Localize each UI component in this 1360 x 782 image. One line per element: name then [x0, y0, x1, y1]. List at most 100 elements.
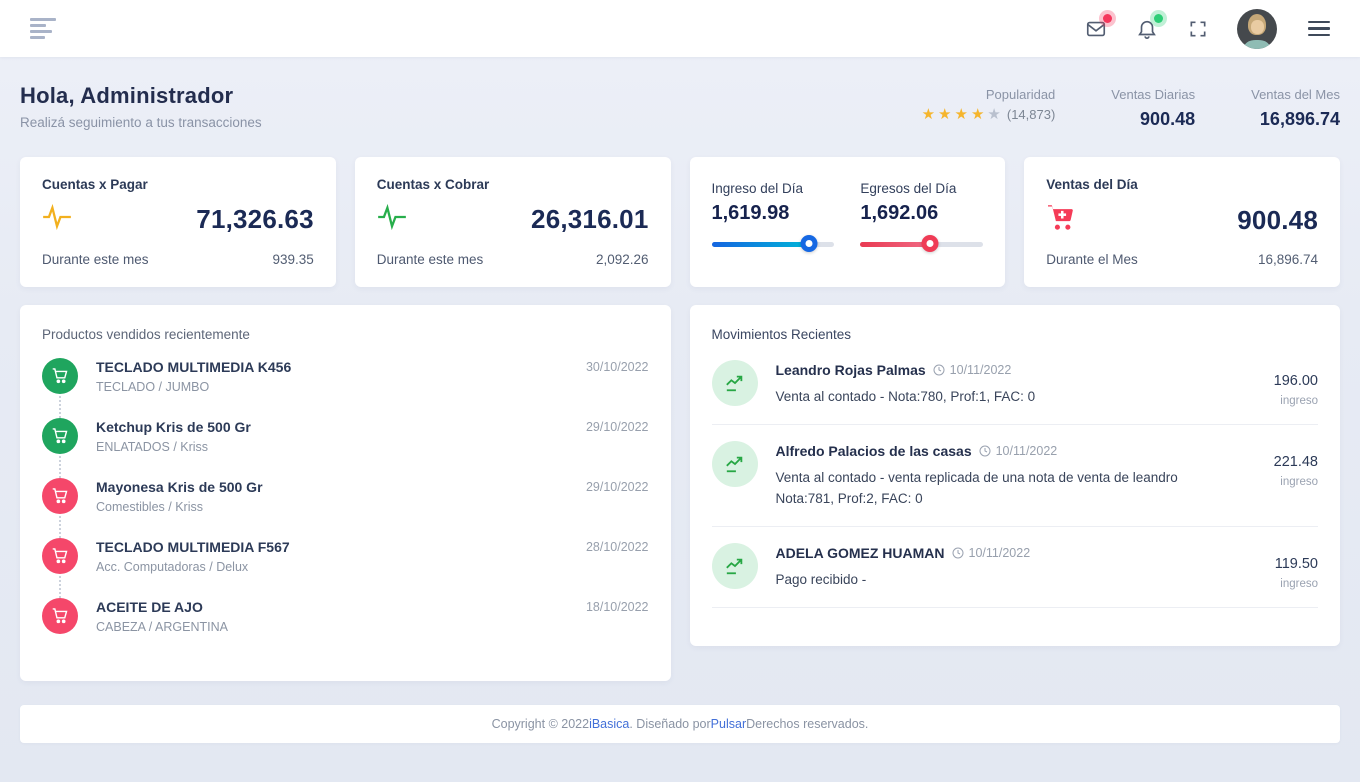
footer-middle-text: . Diseñado por	[629, 717, 711, 731]
popularity-stat: Popularidad ★ ★ ★ ★ ★ (14,873)	[922, 87, 1056, 122]
clock-icon	[979, 445, 991, 457]
page-subtitle: Realizá seguimiento a tus transacciones	[20, 115, 262, 130]
mail-icon[interactable]	[1084, 13, 1112, 41]
product-list-item[interactable]: ACEITE DE AJO CABEZA / ARGENTINA 18/10/2…	[42, 598, 649, 634]
card-title: Ventas del Día	[1046, 177, 1138, 192]
trending-up-icon	[711, 360, 758, 406]
expenses-flow: Egresos del Día 1,692.06	[860, 177, 984, 267]
product-list-item[interactable]: Ketchup Kris de 500 Gr ENLATADOS / Kriss…	[42, 418, 649, 478]
star-empty-icon[interactable]: ★	[987, 106, 1001, 123]
products-panel-title: Productos vendidos recientemente	[42, 327, 250, 342]
popularity-label: Popularidad	[985, 87, 1056, 102]
greeting-block: Hola, Administrador Realizá seguimiento …	[20, 83, 262, 130]
product-name: TECLADO MULTIMEDIA K456	[96, 359, 292, 375]
movement-amount: 221.48	[1273, 453, 1318, 470]
movement-name: ADELA GOMEZ HUAMAN	[775, 544, 945, 561]
product-name: TECLADO MULTIMEDIA F567	[96, 539, 290, 555]
footer-suffix-text: Derechos reservados.	[746, 717, 869, 731]
movement-date: 10/11/2022	[933, 363, 1011, 377]
page-footer: Copyright © 2022 iBasica . Diseñado por …	[20, 705, 1340, 743]
brand-link[interactable]: iBasica	[589, 717, 630, 731]
rating-count: (14,873)	[1006, 107, 1056, 122]
cart-icon	[42, 418, 78, 454]
activity-pulse-icon	[42, 203, 72, 235]
fullscreen-icon[interactable]	[1186, 17, 1210, 41]
movements-panel-title: Movimientos Recientes	[711, 327, 852, 342]
bell-badge	[1154, 13, 1163, 23]
card-value: 900.48	[1237, 205, 1318, 235]
cart-icon	[42, 478, 78, 514]
product-date: 29/10/2022	[585, 480, 649, 494]
recent-movements-panel: Movimientos Recientes Leandro Rojas Palm…	[689, 305, 1340, 646]
card-cuentas-pagar: Cuentas x Pagar 71,326.63 Durante este m…	[20, 157, 336, 287]
card-day-flows: Ingreso del Día 1,619.98 Egresos del Día…	[689, 157, 1006, 287]
trending-up-icon	[711, 440, 758, 487]
expenses-label: Egresos del Día	[860, 181, 957, 196]
period-value: 939.35	[272, 252, 314, 267]
header-stats: Popularidad ★ ★ ★ ★ ★ (14,873) Ventas Diarias…	[922, 83, 1340, 130]
movement-amount-block: 196.00 ingreso	[1222, 360, 1318, 407]
product-category: Acc. Computadoras / Delux	[96, 560, 249, 574]
movement-date: 10/11/2022	[979, 444, 1057, 458]
star-filled-icon[interactable]: ★	[921, 106, 936, 123]
product-list-item[interactable]: TECLADO MULTIMEDIA K456 TECLADO / JUMBO …	[42, 358, 649, 418]
main-content: Hola, Administrador Realizá seguimiento …	[0, 57, 1360, 743]
product-list-item[interactable]: Mayonesa Kris de 500 Gr Comestibles / Kr…	[42, 478, 649, 538]
topbar	[0, 0, 1360, 57]
topbar-actions	[1084, 8, 1334, 49]
star-filled-icon[interactable]: ★	[954, 106, 968, 123]
product-name: ACEITE DE AJO	[96, 599, 203, 615]
product-category: TECLADO / JUMBO	[96, 380, 210, 394]
movement-date: 10/11/2022	[952, 546, 1030, 560]
expenses-value: 1,692.06	[860, 202, 939, 224]
settings-menu-icon[interactable]	[1304, 17, 1334, 41]
movements-list: Leandro Rojas Palmas 10/11/2022 Venta al…	[711, 360, 1318, 608]
sidebar-toggle-icon[interactable]	[26, 14, 60, 43]
recent-products-panel: Productos vendidos recientemente TECLADO…	[20, 305, 671, 681]
expenses-slider[interactable]	[860, 235, 984, 253]
daily-sales-label: Ventas Diarias	[1111, 87, 1196, 102]
card-cuentas-cobrar: Cuentas x Cobrar 26,316.01 Durante este …	[354, 157, 671, 287]
avatar-shirt	[1244, 39, 1270, 49]
movement-list-item[interactable]: ADELA GOMEZ HUAMAN 10/11/2022 Pago recib…	[711, 542, 1318, 608]
movement-list-item[interactable]: Alfredo Palacios de las casas 10/11/2022…	[711, 440, 1318, 527]
card-value: 26,316.01	[531, 204, 649, 234]
product-date: 18/10/2022	[585, 600, 649, 614]
star-filled-icon[interactable]: ★	[970, 106, 985, 123]
cart-plus-icon	[1046, 204, 1078, 237]
bell-icon[interactable]	[1135, 13, 1163, 41]
movement-amount-block: 119.50 ingreso	[1222, 543, 1318, 590]
income-slider[interactable]	[711, 235, 835, 253]
page-title: Hola, Administrador	[20, 83, 234, 108]
daily-sales-stat: Ventas Diarias 900.48	[1111, 87, 1195, 130]
designer-link[interactable]: Pulsar	[710, 717, 747, 731]
product-name: Ketchup Kris de 500 Gr	[96, 419, 251, 435]
star-filled-icon[interactable]: ★	[938, 106, 952, 123]
movement-type: ingreso	[1280, 475, 1318, 488]
monthly-sales-stat: Ventas del Mes 16,896.74	[1251, 87, 1340, 130]
card-title: Cuentas x Pagar	[42, 177, 148, 192]
monthly-sales-value: 16,896.74	[1259, 109, 1340, 129]
movement-list-item[interactable]: Leandro Rojas Palmas 10/11/2022 Venta al…	[711, 360, 1318, 425]
slider-fill	[711, 242, 809, 247]
product-date: 30/10/2022	[585, 360, 649, 374]
product-list-item[interactable]: TECLADO MULTIMEDIA F567 Acc. Computadora…	[42, 538, 649, 598]
product-category: CABEZA / ARGENTINA	[96, 620, 228, 634]
cart-icon	[42, 598, 78, 634]
movement-description: Venta al contado - Nota:780, Prof:1, FAC…	[775, 389, 1036, 404]
star-rating[interactable]: ★ ★ ★ ★ ★ (14,873)	[922, 107, 1056, 122]
cart-icon	[42, 538, 78, 574]
slider-knob[interactable]	[921, 235, 939, 252]
copyright-text: Copyright © 2022	[491, 717, 590, 731]
movement-amount-block: 221.48 ingreso	[1222, 441, 1318, 488]
period-label: Durante este mes	[42, 252, 149, 267]
page-header: Hola, Administrador Realizá seguimiento …	[20, 57, 1340, 130]
daily-sales-value: 900.48	[1140, 109, 1196, 129]
period-label: Durante el Mes	[1046, 252, 1138, 267]
product-date: 29/10/2022	[585, 420, 649, 434]
slider-knob[interactable]	[800, 235, 818, 252]
user-avatar[interactable]	[1237, 8, 1277, 49]
movement-name: Alfredo Palacios de las casas	[775, 442, 972, 459]
card-ventas-dia: Ventas del Día 900.48 Durante el Mes 16,…	[1024, 157, 1340, 287]
avatar-face	[1250, 19, 1264, 34]
